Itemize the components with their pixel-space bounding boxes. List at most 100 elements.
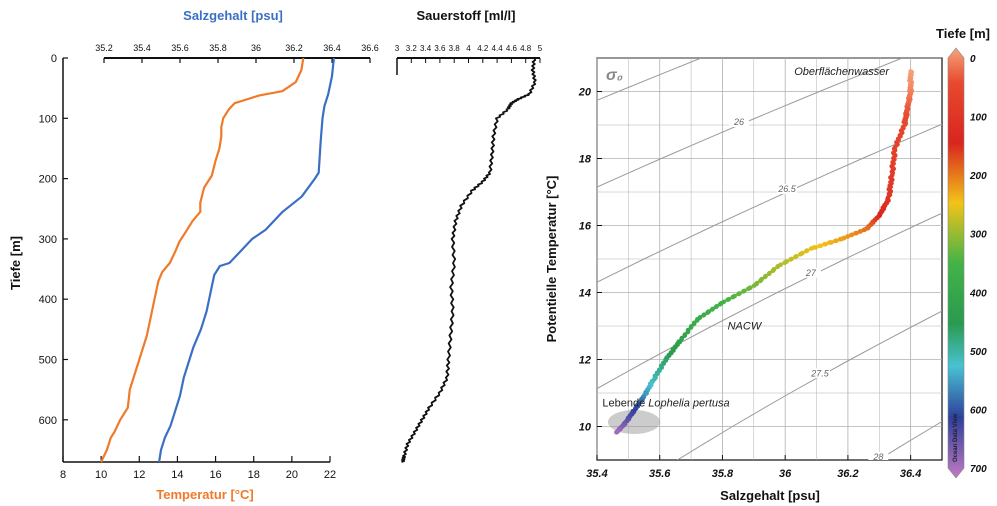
oxygen-tick-label: 3.6: [434, 44, 446, 53]
ts-data-point: [713, 304, 719, 310]
oxygen-tick-label: 3.2: [406, 44, 418, 53]
isopycnal-line: [677, 310, 942, 460]
salinity-axis-title: Salzgehalt [psu]: [183, 8, 283, 23]
isopycnal-label: 28: [872, 452, 883, 462]
ts-data-point: [770, 268, 776, 274]
colorbar-tick-label: 100: [970, 113, 987, 124]
isopycnal-label-bg: [777, 184, 798, 194]
oxygen-tick-label: 3.4: [420, 44, 432, 53]
salinity-tick-label: 36.6: [361, 43, 379, 53]
ts-x-axis-title: Salzgehalt [psu]: [720, 488, 820, 503]
ts-x-tick-label: 36.4: [900, 468, 921, 480]
oxygen-ticks: 3 3.2 3.4 3.6 3.8 4 4.2 4.4 4.6 4.8 5: [395, 44, 543, 63]
ts-x-tick-label: 35.6: [649, 468, 671, 480]
ts-data-point: [827, 240, 832, 245]
isopycnal-line: [597, 123, 942, 283]
colorbar-ticks: 0 100 200 300 400 500 600 700: [969, 54, 987, 475]
temperature-series-line: [100, 57, 305, 463]
oxygen-axis-title: Sauerstoff [ml/l]: [417, 8, 516, 23]
isopycnal-label: 26: [733, 117, 744, 127]
salinity-tick-label: 36.2: [285, 43, 303, 53]
ts-data-point: [817, 243, 822, 249]
ts-data-point: [746, 286, 751, 292]
isopycnal-label-bg: [528, 117, 548, 127]
oxygen-tick-label: 3.8: [449, 44, 461, 53]
depth-tick-label: 200: [39, 174, 57, 186]
colorbar-side-text: Ocean Data View: [953, 413, 959, 462]
oxygen-tick-label: 5: [538, 44, 543, 53]
isopycnal-lines: 25.5 26 26.5 27 27.5 28: [528, 58, 942, 462]
oxygen-line: [401, 57, 537, 463]
isopycnal-label-bg: [810, 368, 831, 379]
temperature-tick-label: 8: [60, 469, 66, 481]
oxygen-series-line: [401, 57, 537, 463]
ts-data-point: [741, 289, 746, 294]
isopycnal-label-bg: [800, 267, 821, 278]
temperature-ticks: 8 10 12 14 16 18 20 22: [60, 456, 336, 481]
ts-y-axis-title: Potentielle Temperatur [°C]: [544, 176, 559, 343]
ts-data-point: [701, 313, 706, 318]
oxygen-panel: Sauerstoff [ml/l] 3 3.2 3.4 3.6 3.8 4 4.2 4.4 4.…: [395, 8, 543, 463]
ts-diagram-panel: 25.5 26 26.5 27 27.5 28 35.4 35.6 35.8 36 36.2 36.…: [528, 26, 990, 503]
profile-lines: [100, 57, 335, 463]
ts-annotations: Oberflächenwasser NACW Lebende Lophelia pe…: [602, 66, 890, 410]
oxygen-tick-label: 4: [466, 44, 471, 53]
ts-data-point: [766, 271, 772, 277]
depth-tick-label: 400: [39, 294, 57, 306]
colorbar-tick-label: 200: [969, 171, 987, 182]
ts-y-tick-label: 16: [579, 221, 592, 233]
annotation-species: Lophelia pertusa: [648, 397, 729, 409]
colorbar-tick-label: 0: [970, 54, 976, 65]
salinity-tick-label: 35.6: [171, 43, 189, 53]
ts-data-point: [758, 278, 763, 284]
temperature-axis-title: Temperatur [°C]: [156, 487, 253, 502]
ts-data-point: [717, 302, 723, 307]
oxygen-tick-label: 4.8: [520, 44, 532, 53]
ts-data-point: [705, 310, 710, 316]
ts-data-point: [782, 260, 787, 266]
colorbar-tick-label: 300: [970, 230, 987, 241]
ts-ticks: 35.4 35.6 35.8 36 36.2 36.4 10 12 14 16 18 20: [578, 87, 922, 481]
ts-x-tick-label: 36.2: [837, 468, 858, 480]
ts-data-point: [803, 248, 809, 254]
depth-tick-label: 600: [39, 415, 57, 427]
salinity-tick-label: 35.8: [209, 43, 227, 53]
colorbar-tick-label: 700: [970, 464, 987, 475]
ts-data-point: [725, 297, 730, 303]
depth-tick-label: 0: [51, 53, 57, 65]
isopycnal-label: 25.5: [528, 117, 548, 127]
isopycnal-label: 27: [805, 268, 817, 278]
temperature-tick-label: 16: [209, 469, 221, 481]
ts-data-point: [730, 294, 735, 300]
colorbar: [947, 47, 965, 479]
ts-data-point: [775, 264, 780, 270]
ts-annotation: Lebende Lophelia pertusa: [602, 397, 729, 409]
annotation-text: Lebende: [602, 397, 648, 409]
temperature-tick-label: 18: [248, 469, 260, 481]
ts-annotation: NACW: [728, 320, 763, 332]
ts-x-tick-label: 35.8: [712, 468, 734, 480]
ts-y-tick-label: 18: [579, 154, 592, 166]
oxygen-tick-label: 4.4: [492, 44, 504, 53]
ts-data-point: [614, 430, 620, 435]
ts-data-point: [788, 257, 793, 262]
ts-data-point: [751, 283, 757, 288]
isopycnal-label: 26.5: [777, 184, 797, 194]
depth-tick-label: 500: [39, 354, 57, 366]
ts-annotation: Oberflächenwasser: [794, 66, 890, 78]
temperature-salinity-panel: Salzgehalt [psu] Temperatur [°C] Tiefe […: [8, 8, 379, 502]
ts-y-tick-label: 14: [579, 288, 591, 300]
salinity-ticks: 35.2 35.4 35.6 35.8 36 36.2 36.4 36.6: [95, 43, 379, 63]
ts-points: [614, 69, 915, 435]
salinity-tick-label: 36.4: [323, 43, 341, 53]
ts-data-point: [736, 291, 741, 297]
ts-y-tick-label: 20: [578, 87, 592, 99]
ts-x-tick-label: 35.4: [586, 468, 607, 480]
oxygen-tick-label: 4.2: [477, 44, 489, 53]
ts-sigma-title: σ₀: [606, 67, 623, 84]
temperature-tick-label: 20: [286, 469, 298, 481]
isopycnal-label: 27.5: [810, 368, 830, 378]
oxygen-tick-label: 3: [395, 44, 400, 53]
oxygen-tick-label: 4.6: [506, 44, 518, 53]
